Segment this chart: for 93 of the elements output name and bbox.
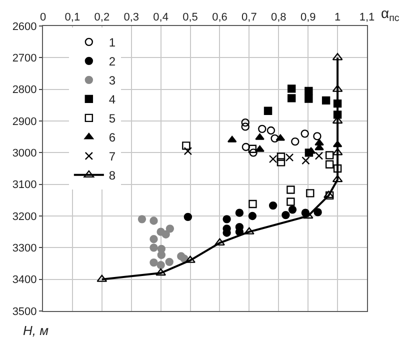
x-tick-label: 0,3 <box>124 12 140 24</box>
legend-label: 2 <box>108 54 116 69</box>
x-tick-label: 0,2 <box>94 12 110 24</box>
point <box>241 122 250 131</box>
point <box>270 134 279 143</box>
point <box>268 201 278 210</box>
point <box>306 189 314 198</box>
point <box>150 216 158 225</box>
point <box>248 144 257 153</box>
point <box>185 256 196 263</box>
point <box>286 186 295 194</box>
point <box>156 268 166 276</box>
point <box>222 215 231 224</box>
point <box>314 208 322 216</box>
point <box>288 94 296 102</box>
point <box>332 174 343 182</box>
point <box>314 152 324 160</box>
point <box>184 146 192 156</box>
y-tick-label: 2600 <box>12 20 37 33</box>
x-tick-label: 0,9 <box>300 12 316 24</box>
point <box>255 133 264 140</box>
x-tick-label: 0,5 <box>182 12 198 24</box>
legend-label: 8 <box>108 168 116 183</box>
legend-label: 3 <box>108 74 116 88</box>
point <box>276 152 286 161</box>
point <box>291 137 300 146</box>
x-tick-label: 0,8 <box>270 12 286 24</box>
point <box>288 206 297 214</box>
point <box>304 86 313 96</box>
point <box>162 230 170 238</box>
point <box>165 258 174 266</box>
x-tick-label: 0,1 <box>64 12 80 24</box>
y-tick-label: 3400 <box>12 274 37 286</box>
point <box>285 153 294 162</box>
point <box>333 164 342 173</box>
y-tick-label: 2800 <box>12 84 37 96</box>
y-axis-title: H, м <box>23 323 49 338</box>
y-tick-label: 2700 <box>12 52 37 65</box>
point <box>304 94 313 103</box>
point <box>276 134 286 141</box>
point <box>314 139 324 146</box>
point <box>184 212 192 222</box>
point <box>150 258 158 267</box>
point <box>313 132 322 140</box>
y-tick-label: 2900 <box>12 116 37 128</box>
point <box>156 260 165 270</box>
legend-label: 6 <box>108 130 116 145</box>
x-tick-label: 0,6 <box>212 12 228 24</box>
point <box>249 148 258 157</box>
point <box>242 142 250 152</box>
x-tick-label: 0,7 <box>242 12 257 24</box>
point <box>182 142 190 150</box>
legend-label: 7 <box>108 150 116 164</box>
point <box>286 198 295 206</box>
point <box>166 224 174 233</box>
x-tick-label: 1 <box>334 12 341 24</box>
point <box>325 160 334 168</box>
legend-label: 1 <box>108 36 116 50</box>
point <box>264 106 272 115</box>
x-tick-label: 0 <box>40 12 46 24</box>
point <box>241 118 250 127</box>
point <box>282 210 290 220</box>
point <box>248 200 257 208</box>
y-tick-label: 3300 <box>12 242 37 255</box>
point <box>258 124 266 134</box>
y-tick-label: 3100 <box>12 179 37 192</box>
point <box>300 130 309 138</box>
point <box>150 244 158 252</box>
point <box>323 190 334 198</box>
point <box>302 156 310 165</box>
point <box>150 235 158 244</box>
point <box>276 158 286 166</box>
y-tick-label: 3500 <box>12 306 37 318</box>
legend-label: 5 <box>108 112 116 126</box>
point <box>138 215 146 224</box>
point <box>325 191 334 200</box>
point <box>302 211 314 219</box>
point <box>255 145 264 152</box>
point <box>322 96 330 105</box>
point <box>325 151 334 160</box>
x-tick-label: 1,1 <box>359 12 375 24</box>
y-tick-label: 3200 <box>12 210 37 223</box>
point <box>227 136 237 142</box>
point <box>266 126 276 135</box>
point <box>268 154 278 164</box>
x-tick-label: 0,4 <box>153 12 168 24</box>
point <box>235 208 244 217</box>
point <box>288 84 296 93</box>
y-tick-label: 3000 <box>12 148 37 160</box>
legend-label: 4 <box>108 92 116 107</box>
point <box>248 212 257 220</box>
x-axis-title: α$_{пс}$ <box>381 5 400 24</box>
point <box>214 238 225 246</box>
